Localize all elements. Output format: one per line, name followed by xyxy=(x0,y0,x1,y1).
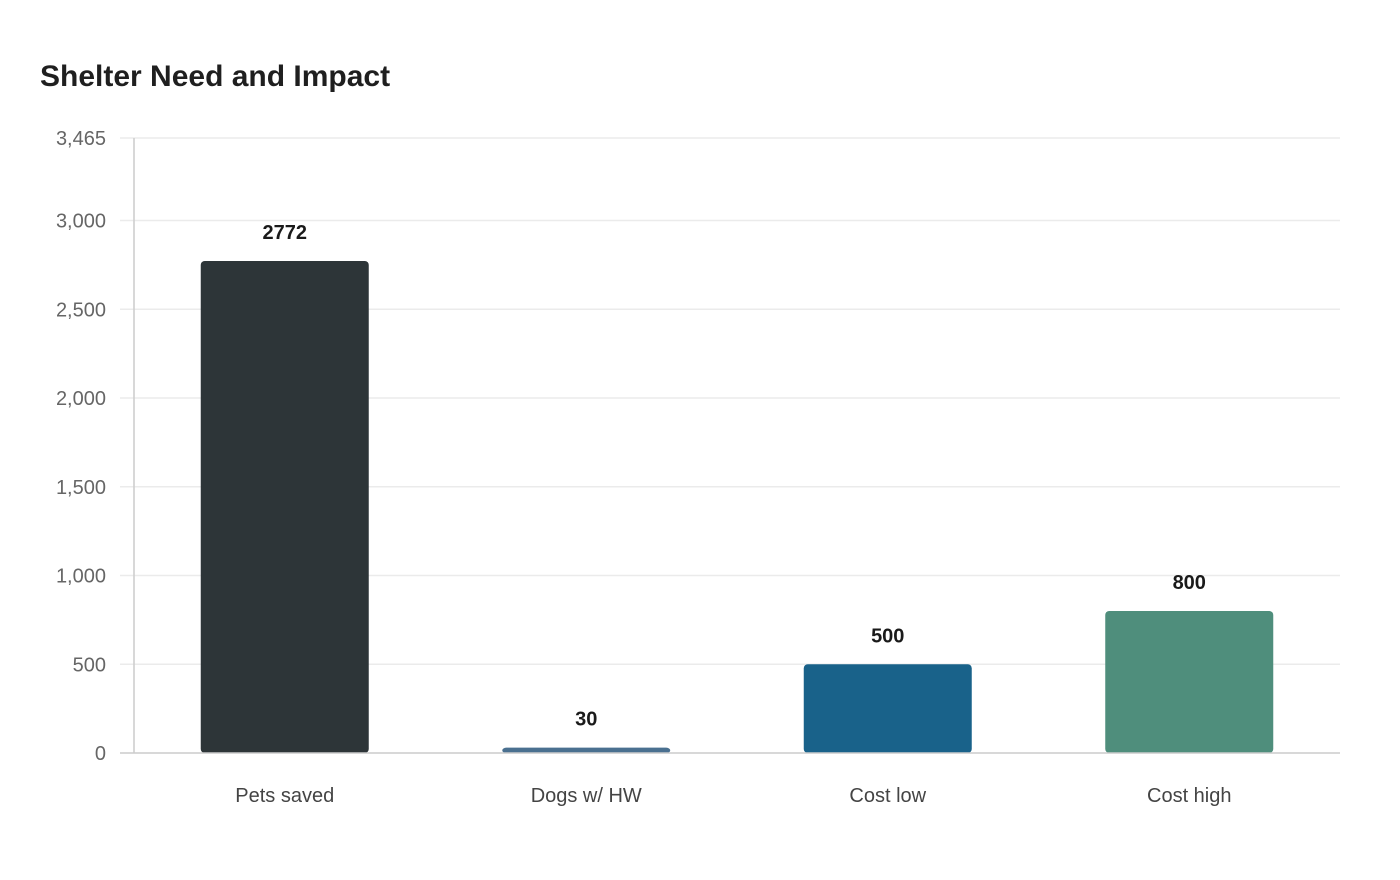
bar[interactable] xyxy=(1105,611,1274,753)
y-tick-label: 1,000 xyxy=(56,566,106,588)
y-tick-label: 0 xyxy=(95,743,106,765)
labels: 0 500 1,000 1,500 2,000 2,500 3,000 3,465 2772 Pe… xyxy=(56,128,1232,807)
x-tick-label: Pets saved xyxy=(235,785,334,807)
x-tick-label: Dogs w/ HW xyxy=(531,785,642,807)
y-tick-label: 3,000 xyxy=(56,211,106,233)
chart-title: Shelter Need and Impact xyxy=(40,60,391,93)
y-tick-label: 2,000 xyxy=(56,388,106,410)
x-tick-label: Cost low xyxy=(849,785,926,807)
y-tick-label: 2,500 xyxy=(56,299,106,321)
x-tick-label: Cost high xyxy=(1147,785,1232,807)
data-label: 500 xyxy=(871,625,904,647)
data-label: 2772 xyxy=(263,222,308,244)
data-label: 30 xyxy=(575,709,597,731)
bar[interactable] xyxy=(502,747,671,753)
bar[interactable] xyxy=(200,261,369,753)
y-tick-label: 3,465 xyxy=(56,128,106,150)
data-label: 800 xyxy=(1173,572,1206,594)
bars xyxy=(200,261,1274,753)
y-tick-label: 1,500 xyxy=(56,477,106,499)
axes xyxy=(120,138,1340,754)
bar[interactable] xyxy=(803,664,972,753)
y-tick-label: 500 xyxy=(73,654,106,676)
